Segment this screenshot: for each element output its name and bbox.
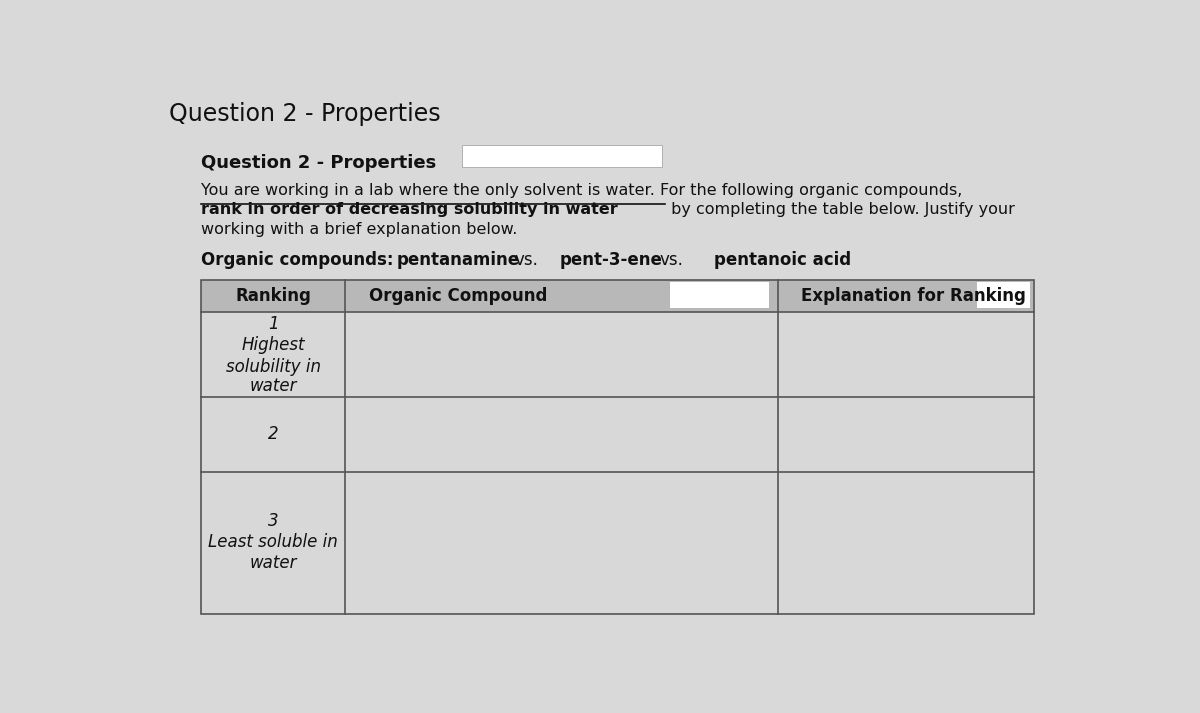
Bar <box>202 397 1033 471</box>
Bar <box>668 281 769 309</box>
Text: vs.: vs. <box>515 252 539 270</box>
Text: Question 2 - Properties: Question 2 - Properties <box>202 154 437 172</box>
Text: pent-3-ene: pent-3-ene <box>559 252 662 270</box>
Text: pentanamine: pentanamine <box>396 252 520 270</box>
Text: Least soluble in: Least soluble in <box>209 533 338 550</box>
Bar <box>202 471 1033 614</box>
Bar <box>202 280 1033 312</box>
Text: 1: 1 <box>268 315 278 334</box>
Text: You are working in a lab where the only solvent is water. For the following orga: You are working in a lab where the only … <box>202 183 962 198</box>
Text: 2: 2 <box>268 426 278 443</box>
Bar <box>976 281 1030 309</box>
Bar <box>462 145 661 167</box>
Text: Ranking: Ranking <box>235 287 311 305</box>
Text: solubility in: solubility in <box>226 358 320 376</box>
Bar <box>202 312 1033 397</box>
Text: working with a brief explanation below.: working with a brief explanation below. <box>202 222 517 237</box>
Text: Question 2 - Properties: Question 2 - Properties <box>168 102 440 126</box>
Text: Explanation for Ranking: Explanation for Ranking <box>802 287 1026 305</box>
Text: vs.: vs. <box>660 252 684 270</box>
Text: Organic Compound: Organic Compound <box>368 287 547 305</box>
Text: Organic compounds:: Organic compounds: <box>202 252 394 270</box>
Bar <box>202 280 1033 614</box>
Text: rank in order of decreasing solubility in water: rank in order of decreasing solubility i… <box>202 202 618 217</box>
Text: water: water <box>250 555 296 573</box>
Text: water: water <box>250 377 296 396</box>
Text: Highest: Highest <box>241 336 305 354</box>
Text: 3: 3 <box>268 512 278 530</box>
Text: pentanoic acid: pentanoic acid <box>714 252 851 270</box>
Text: by completing the table below. Justify your: by completing the table below. Justify y… <box>666 202 1015 217</box>
